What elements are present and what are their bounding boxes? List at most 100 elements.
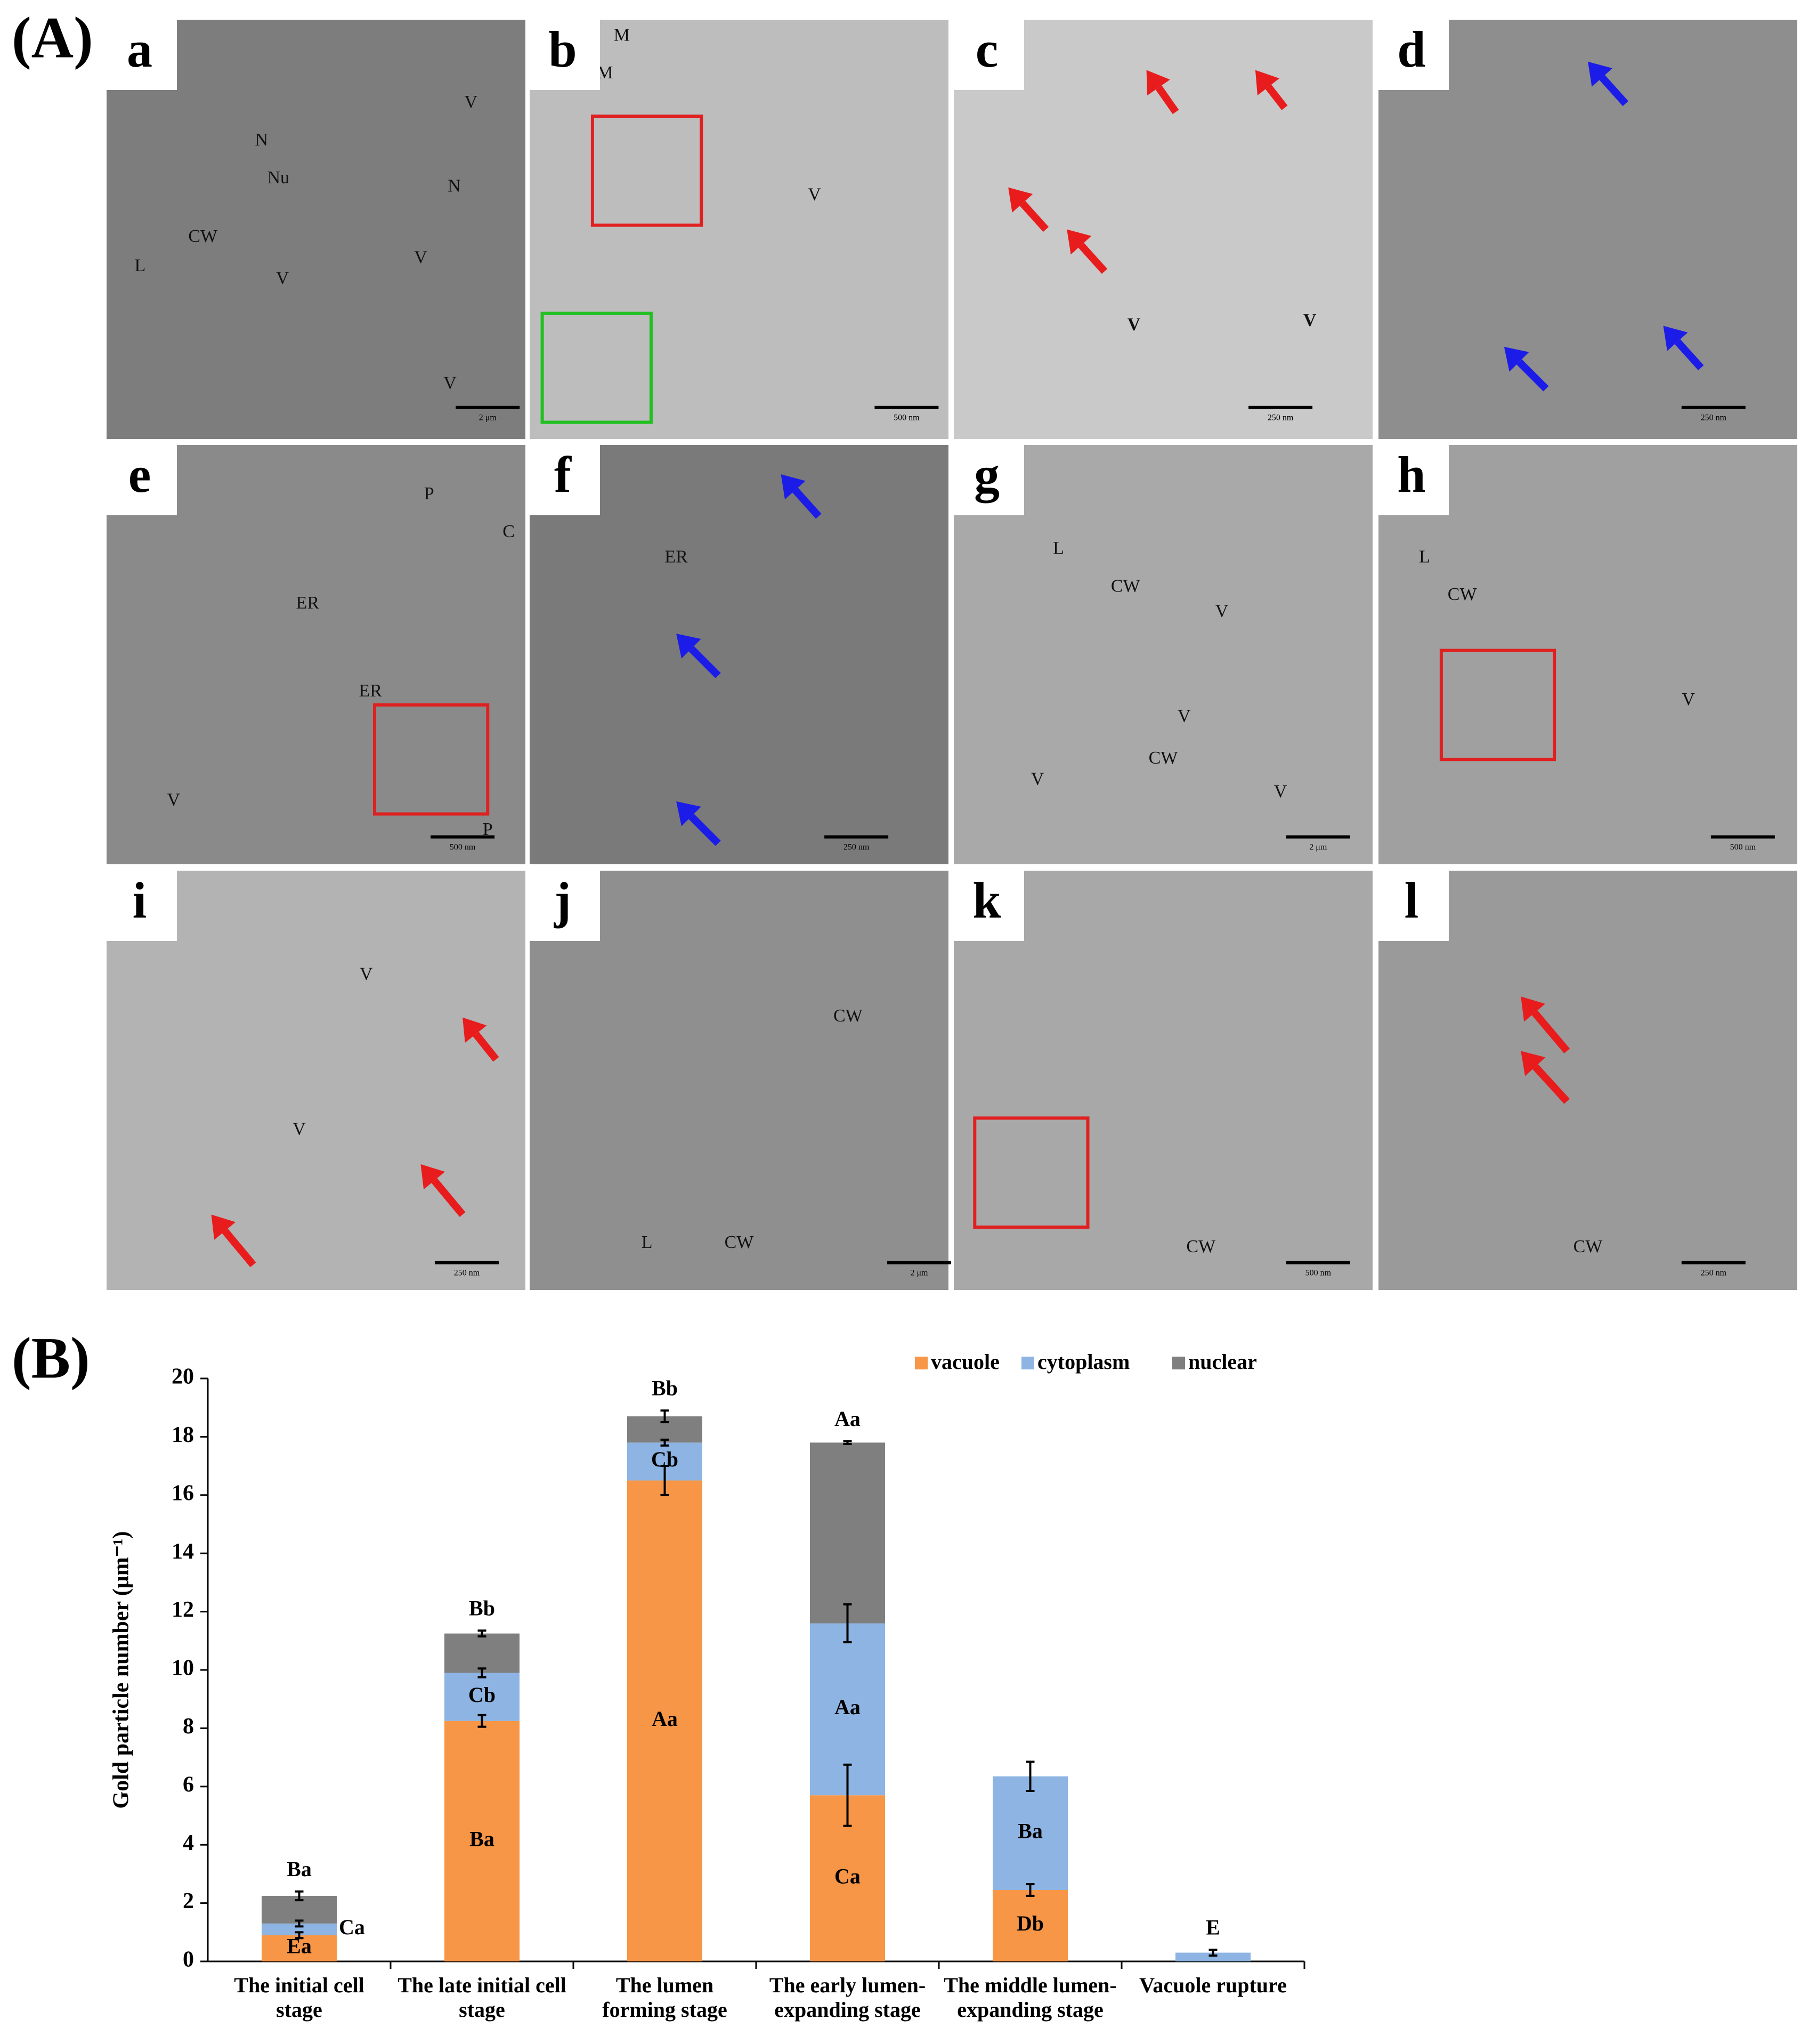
error-bar bbox=[1026, 1883, 1035, 1897]
panel-letter: j bbox=[554, 872, 571, 929]
x-tick-label-box: The initial cell stage bbox=[234, 1973, 364, 2022]
micrograph: ER 250 nm f bbox=[530, 445, 948, 864]
y-tick-label: 0 bbox=[183, 1948, 194, 1972]
arrow bbox=[1078, 242, 1108, 274]
error-bar bbox=[843, 1440, 852, 1446]
structure-label: V bbox=[465, 92, 478, 112]
panel-label: (B) bbox=[12, 1325, 90, 1390]
panel-letter-box bbox=[954, 20, 1024, 90]
panel-letter: g bbox=[974, 446, 1000, 503]
bar-segment bbox=[1175, 1952, 1251, 1961]
panel-letter: b bbox=[548, 21, 577, 78]
x-tick-label-box: The lumen forming stage bbox=[602, 1973, 727, 2022]
scale-bar-label: 2 μm bbox=[479, 413, 497, 422]
significance-letter: Aa bbox=[834, 1695, 861, 1719]
significance-letter: Cb bbox=[468, 1683, 496, 1707]
arrow bbox=[1155, 85, 1179, 115]
panel-letter-box bbox=[1378, 445, 1449, 515]
structure-label: ER bbox=[296, 593, 320, 613]
structure-label: V bbox=[1215, 602, 1229, 621]
panel-letter: k bbox=[972, 872, 1001, 929]
arrow-head bbox=[211, 1214, 236, 1240]
panel-letter-box bbox=[1378, 871, 1449, 941]
structure-label: V bbox=[1303, 310, 1317, 330]
panel-letter-box bbox=[107, 20, 177, 90]
scale-bar-label: 500 nm bbox=[1730, 842, 1756, 851]
arrow bbox=[1532, 1064, 1570, 1104]
error-bar bbox=[843, 1763, 852, 1827]
structure-label: V bbox=[1127, 314, 1141, 334]
panel-letter-box bbox=[530, 871, 600, 941]
arrow bbox=[688, 646, 721, 678]
significance-letter: Cb bbox=[651, 1447, 678, 1471]
bar-segment bbox=[444, 1673, 520, 1721]
structure-label: M bbox=[614, 25, 630, 45]
panel-label: (A) bbox=[12, 5, 93, 70]
legend-label: cytoplasm bbox=[1037, 1350, 1130, 1374]
structure-label: V bbox=[293, 1120, 306, 1139]
x-tick-label: The late initial cell stage bbox=[398, 1973, 566, 2022]
panel-letter-box bbox=[530, 445, 600, 515]
significance-letter: Ba bbox=[469, 1827, 494, 1851]
structure-label: Nu bbox=[267, 168, 289, 188]
micrograph: CW 500 nm k bbox=[954, 871, 1373, 1290]
significance-letter: Bb bbox=[469, 1596, 495, 1620]
x-tick-label: The initial cell stage bbox=[234, 1973, 364, 2022]
scale-bar-label: 2 μm bbox=[1309, 842, 1327, 851]
arrow bbox=[1516, 359, 1549, 392]
arrow bbox=[431, 1178, 466, 1217]
structure-label: CW bbox=[1111, 576, 1141, 596]
significance-letter: Bb bbox=[652, 1376, 678, 1400]
panel-letter: a bbox=[127, 21, 152, 78]
arrow bbox=[1599, 75, 1628, 107]
x-tick-label: The early lumen-expanding stage bbox=[769, 1973, 926, 2022]
structure-label: V bbox=[443, 373, 457, 393]
panel-letter: l bbox=[1405, 872, 1419, 929]
structure-label: C bbox=[502, 522, 515, 541]
significance-letter: Db bbox=[1017, 1911, 1044, 1935]
arrow-head bbox=[1521, 1051, 1546, 1076]
x-tick-label-box: The late initial cell stage bbox=[398, 1973, 566, 2022]
y-tick-label: 20 bbox=[172, 1365, 194, 1389]
y-tick-label: 16 bbox=[172, 1481, 194, 1505]
structure-label: P bbox=[483, 820, 493, 839]
arrow-head bbox=[1521, 996, 1545, 1022]
arrow-head bbox=[1504, 346, 1529, 372]
structure-label: CW bbox=[1149, 748, 1179, 768]
arrow-head bbox=[463, 1017, 487, 1043]
significance-letter: Aa bbox=[834, 1407, 861, 1431]
bar-segment bbox=[627, 1480, 702, 1961]
structure-label: V bbox=[360, 964, 373, 984]
structure-label: ER bbox=[664, 547, 688, 566]
panel-letter-box bbox=[954, 871, 1024, 941]
structure-label: L bbox=[134, 256, 145, 275]
structure-label: CW bbox=[1448, 585, 1478, 604]
error-bar bbox=[295, 1890, 304, 1902]
significance-letter: Ba bbox=[287, 1857, 312, 1881]
arrow bbox=[473, 1032, 499, 1062]
legend-swatch bbox=[915, 1357, 928, 1369]
error-bar bbox=[295, 1919, 304, 1928]
panel-letter: c bbox=[976, 21, 999, 78]
structure-label: V bbox=[1031, 769, 1044, 789]
arrow-head bbox=[1663, 326, 1688, 351]
panel-letter: e bbox=[128, 446, 151, 503]
structure-label: L bbox=[1419, 547, 1430, 566]
error-bar bbox=[660, 1438, 669, 1447]
panel-letter-box bbox=[530, 20, 600, 90]
bar-segment bbox=[262, 1935, 337, 1961]
scale-bar-label: 500 nm bbox=[1305, 1268, 1332, 1277]
structure-label: N bbox=[448, 176, 461, 196]
arrow bbox=[1531, 1010, 1570, 1053]
legend-label: vacuole bbox=[931, 1350, 1000, 1374]
x-tick-label: Vacuole rupture bbox=[1139, 1973, 1287, 1997]
arrow-head bbox=[1255, 70, 1279, 95]
panel-letter-box bbox=[107, 445, 177, 515]
structure-label: CW bbox=[1573, 1237, 1603, 1256]
bar-segment bbox=[444, 1721, 520, 1961]
arrow-head bbox=[781, 474, 806, 500]
micrograph: CW 250 nm l bbox=[1378, 871, 1797, 1290]
highlight-box bbox=[973, 1116, 1090, 1229]
error-bar bbox=[843, 1603, 852, 1644]
